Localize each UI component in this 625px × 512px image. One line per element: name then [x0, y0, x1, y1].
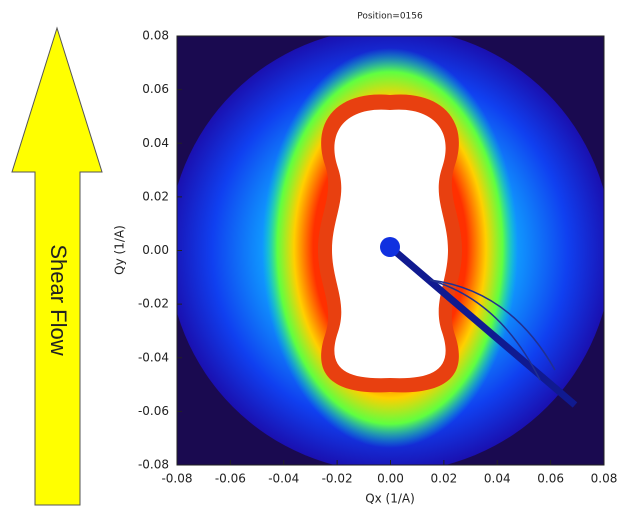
x-tick-label: 0.04	[484, 472, 511, 486]
x-tick-label: 0.08	[591, 472, 618, 486]
x-tick-label: -0.04	[268, 472, 299, 486]
scattering-image	[177, 36, 604, 465]
x-tick-label: -0.08	[161, 472, 192, 486]
x-tick-label: -0.06	[215, 472, 246, 486]
y-tick-label: 0.02	[142, 189, 169, 203]
flow-arrow	[11, 26, 103, 506]
y-tick-label: 0.04	[142, 136, 169, 150]
annotation: Shear Flow	[46, 244, 71, 355]
y-axis-label: Qy (1/A)	[113, 225, 127, 275]
x-tick-label: 0.06	[537, 472, 564, 486]
y-tick-label: -0.04	[138, 350, 169, 364]
x-axis-label: Qx (1/A)	[365, 492, 415, 506]
y-tick-label: 0.06	[142, 82, 169, 96]
x-tick-label: 0.00	[377, 472, 404, 486]
x-tick-label: -0.02	[322, 472, 353, 486]
y-tick-label: -0.06	[138, 404, 169, 418]
y-tick-label: 0.08	[142, 29, 169, 43]
x-tick-label: 0.02	[431, 472, 458, 486]
y-tick-label: 0.00	[142, 243, 169, 257]
y-tick-label: -0.02	[138, 297, 169, 311]
chart-title: Position=0156	[357, 12, 423, 22]
y-tick-label: -0.08	[138, 458, 169, 472]
